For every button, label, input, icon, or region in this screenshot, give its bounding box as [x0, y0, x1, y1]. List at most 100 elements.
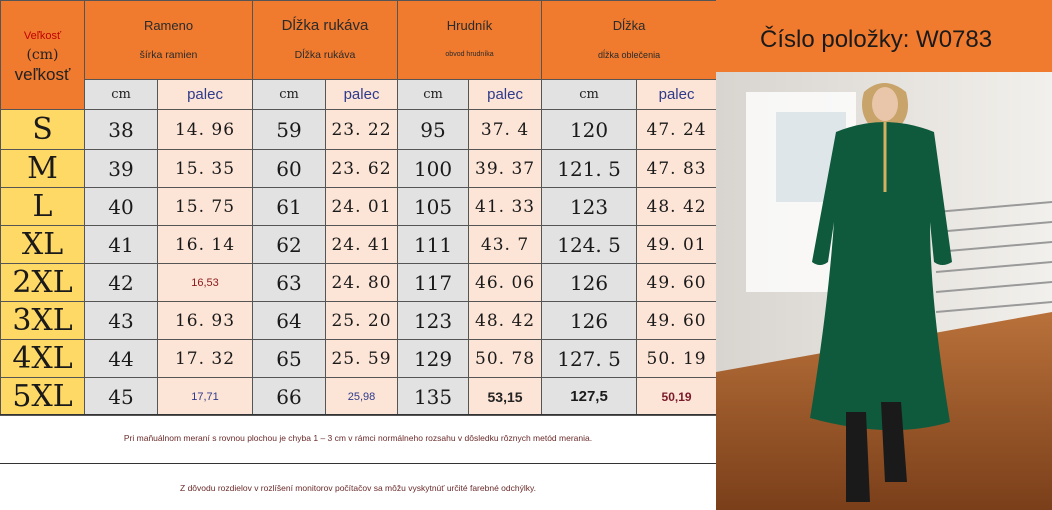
size-label: 4XL [0, 339, 85, 378]
cell-inch: 41. 33 [468, 187, 543, 226]
cell-inch: 25. 59 [325, 339, 399, 378]
cell-cm: 121. 5 [541, 149, 638, 188]
cell-cm: 124. 5 [541, 225, 638, 264]
bust-header: Hrudník obvod hrudníka [397, 0, 543, 80]
cell-inch: 43. 7 [468, 225, 543, 264]
table-row: 2XL 42 16,53 63 24. 80 117 46. 06 126 49. 60 [0, 263, 718, 302]
cell-cm: 39 [84, 149, 158, 188]
cell-cm: 60 [252, 149, 327, 188]
cell-cm: 127,5 [541, 377, 638, 416]
cell-cm: 127. 5 [541, 339, 638, 378]
divider [0, 414, 716, 415]
cell-inch: 48. 42 [468, 301, 543, 340]
table-row: M 39 15. 35 60 23. 62 100 39. 37 121. 5 47. 83 [0, 149, 718, 188]
size-label: XL [0, 225, 85, 264]
cell-cm: 40 [84, 187, 158, 226]
cell-inch: 16. 93 [156, 301, 254, 340]
cell-cm: 95 [397, 109, 470, 150]
cell-cm: 41 [84, 225, 158, 264]
size-label: L [0, 187, 85, 226]
item-number-banner [716, 0, 1052, 72]
unit-inch: palec [636, 79, 718, 110]
cell-inch: 49. 60 [636, 301, 718, 340]
table-row: L 40 15. 75 61 24. 01 105 41. 33 123 48. 42 [0, 187, 718, 226]
cell-cm: 120 [541, 109, 638, 150]
size-header-label: Veľkosť [23, 29, 62, 42]
product-photo [716, 72, 1052, 510]
unit-inch: palec [468, 79, 543, 110]
table-row: S 38 14. 96 59 23. 22 95 37. 4 120 47. 24 [0, 109, 718, 150]
shoulder-header: Rameno šírka ramien [83, 0, 254, 80]
table-row: XL 41 16. 14 62 24. 41 111 43. 7 124. 5 49. 01 [0, 225, 718, 264]
cell-inch: 46. 06 [468, 263, 543, 302]
cell-inch: 14. 96 [156, 109, 254, 150]
cell-inch: 17. 32 [156, 339, 254, 378]
cell-inch: 16,53 [156, 263, 254, 302]
shoulder-subtitle: šírka ramien [139, 49, 198, 61]
cell-inch: 49. 60 [636, 263, 718, 302]
cell-cm: 45 [84, 377, 158, 416]
cell-inch: 24. 80 [325, 263, 399, 302]
cell-cm: 63 [252, 263, 327, 302]
table-row: 5XL 45 17,71 66 25,98 135 53,15 127,5 50,19 [0, 377, 718, 416]
item-number: Číslo položky: W0783 [760, 26, 993, 53]
cell-inch: 48. 42 [636, 187, 718, 226]
cell-inch: 47. 24 [636, 109, 718, 150]
length-subtitle: dĺžka oblečenia [598, 50, 661, 60]
shoulder-title: Rameno [143, 18, 194, 33]
cell-cm: 61 [252, 187, 327, 226]
cell-inch: 39. 37 [468, 149, 543, 188]
sleeve-header: Dĺžka rukáva Dĺžka rukáva [252, 0, 399, 80]
cell-inch: 23. 22 [325, 109, 399, 150]
cell-cm: 44 [84, 339, 158, 378]
unit-inch: palec [325, 79, 399, 110]
cell-cm: 59 [252, 109, 327, 150]
cell-cm: 129 [397, 339, 470, 378]
cell-inch: 15. 75 [156, 187, 254, 226]
cell-cm: 117 [397, 263, 470, 302]
sleeve-title: Dĺžka rukáva [281, 17, 369, 34]
cell-cm: 123 [397, 301, 470, 340]
size-label: M [0, 149, 85, 188]
cell-cm: 111 [397, 225, 470, 264]
unit-cm: cm [397, 79, 470, 110]
cell-inch: 17,71 [156, 377, 254, 416]
bust-subtitle: obvod hrudníka [445, 51, 494, 58]
size-label: 5XL [0, 377, 85, 416]
cell-cm: 100 [397, 149, 470, 188]
cell-cm: 65 [252, 339, 327, 378]
cell-inch: 50. 78 [468, 339, 543, 378]
cell-cm: 105 [397, 187, 470, 226]
cell-cm: 62 [252, 225, 327, 264]
table-row: 4XL 44 17. 32 65 25. 59 129 50. 78 127. 5 50. 19 [0, 339, 718, 378]
cell-inch: 23. 62 [325, 149, 399, 188]
measurement-note: Pri maňuálnom meraní s rovnou plochou je… [123, 433, 593, 443]
cell-inch: 53,15 [468, 377, 543, 416]
length-header: Dĺžka dĺžka oblečenia [541, 0, 718, 80]
cell-inch: 50,19 [636, 377, 718, 416]
cell-inch: 16. 14 [156, 225, 254, 264]
unit-cm: cm [252, 79, 327, 110]
cell-inch: 47. 83 [636, 149, 718, 188]
cell-inch: 37. 4 [468, 109, 543, 150]
unit-cm: cm [84, 79, 158, 110]
cell-inch: 24. 41 [325, 225, 399, 264]
cell-inch: 49. 01 [636, 225, 718, 264]
cell-cm: 42 [84, 263, 158, 302]
size-header-unit: (cm) [26, 46, 59, 63]
cell-inch: 24. 01 [325, 187, 399, 226]
cell-cm: 126 [541, 301, 638, 340]
bust-title: Hrudník [446, 18, 493, 33]
size-column-header: Veľkosť (cm) veľkosť [0, 0, 85, 110]
size-chart-table: Veľkosť (cm) veľkosť Rameno šírka ramien… [0, 0, 718, 416]
cell-cm: 38 [84, 109, 158, 150]
size-header-label-2: veľkosť [14, 64, 71, 84]
unit-inch: palec [156, 79, 254, 110]
cell-inch: 15. 35 [156, 149, 254, 188]
cell-inch: 50. 19 [636, 339, 718, 378]
cell-cm: 135 [397, 377, 470, 416]
product-photo-illustration [716, 72, 1052, 510]
size-label: 3XL [0, 301, 85, 340]
length-title: Dĺžka [612, 18, 646, 33]
size-label: S [0, 109, 85, 150]
